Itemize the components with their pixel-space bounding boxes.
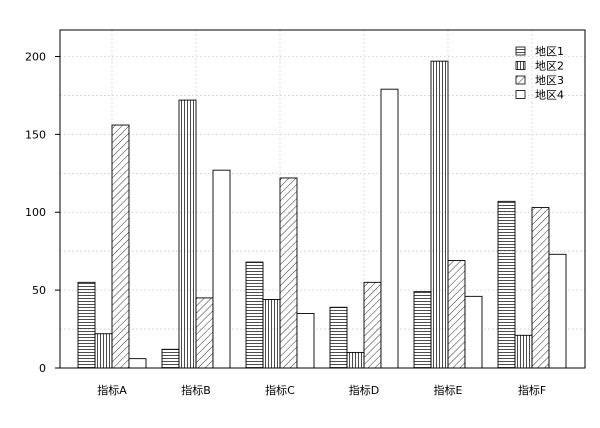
plot-frame [59, 29, 586, 369]
y-tick-label: 200 [25, 50, 46, 63]
bars [77, 60, 567, 369]
bar-地区1-指标D [329, 306, 348, 369]
bar-地区4-指标A [128, 358, 147, 369]
x-tick-label: 指标E [434, 383, 463, 397]
bar-地区3-指标A [111, 124, 130, 369]
bar-地区4-指标D [380, 88, 399, 369]
bar-地区3-指标C [279, 177, 298, 369]
x-tick-label: 指标F [518, 383, 546, 397]
bar-地区2-指标B [178, 99, 197, 369]
bar-地区2-指标D [346, 351, 365, 369]
y-tick-label: 150 [25, 128, 46, 141]
bar-地区1-指标A [77, 281, 96, 369]
bar-地区1-指标B [161, 348, 180, 369]
bar-地区4-指标F [548, 253, 567, 369]
legend-label: 地区1 [535, 45, 564, 58]
bar-地区1-指标E [413, 291, 432, 369]
bar-地区3-指标F [531, 207, 550, 369]
legend-swatch [515, 46, 526, 56]
bar-地区4-指标B [212, 169, 231, 369]
bar-地区2-指标A [94, 333, 113, 369]
legend-label: 地区4 [535, 89, 564, 102]
axes: 指标A 指标B 指标C 指标D 指标E 指标F 0 50 100 150 200 [25, 50, 546, 397]
legend-swatch [515, 90, 526, 99]
x-tick-label: 指标A [97, 383, 127, 397]
x-tick-label: 指标B [181, 383, 211, 397]
y-tick-label: 0 [39, 362, 46, 375]
bar-地区1-指标C [245, 261, 264, 369]
bar-地区3-指标E [447, 260, 466, 369]
y-tick-label: 100 [25, 206, 46, 219]
bar-地区4-指标C [296, 313, 315, 369]
bar-地区2-指标F [514, 334, 533, 369]
legend-swatch [515, 75, 526, 85]
x-tick-label: 指标C [265, 383, 295, 397]
bar-地区2-指标E [430, 60, 449, 369]
x-tick-label: 指标D [349, 383, 379, 397]
y-tick-label: 50 [32, 284, 46, 297]
bar-地区3-指标B [195, 297, 214, 369]
bar-地区1-指标F [497, 200, 516, 369]
legend-swatch [515, 61, 526, 70]
bar-地区2-指标C [262, 299, 281, 369]
bar-地区3-指标D [363, 281, 382, 369]
legend-label: 地区2 [535, 60, 564, 73]
legend-label: 地区3 [535, 74, 564, 87]
bar-地区4-指标E [464, 295, 483, 369]
